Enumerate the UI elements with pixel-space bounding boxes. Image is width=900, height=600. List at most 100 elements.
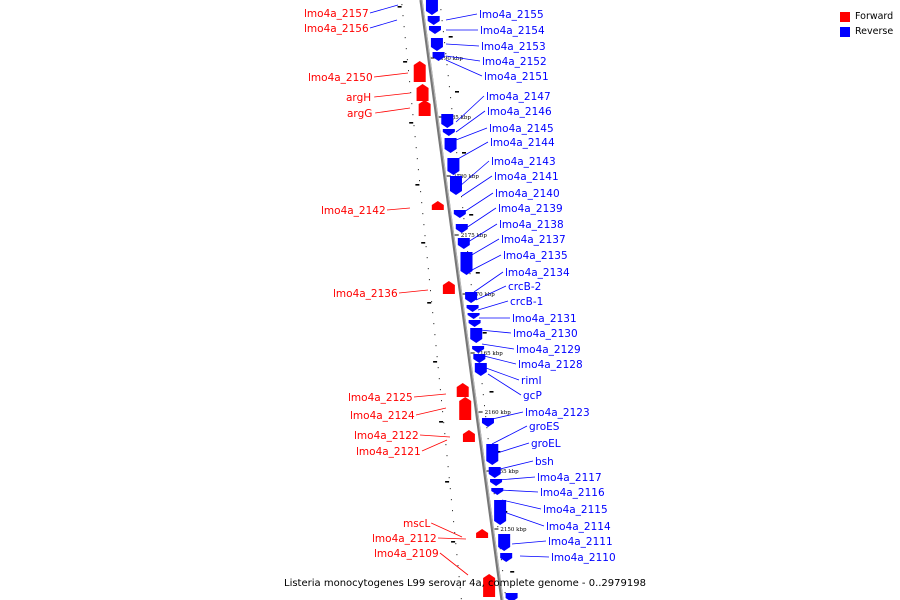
gene-glyphs [413, 0, 518, 600]
legend-forward: Forward [840, 9, 893, 24]
reverse-gene-glyph [442, 129, 455, 136]
forward-gene-glyph [476, 529, 489, 538]
reverse-gene-glyph [481, 418, 494, 427]
reverse-gene-label: lmo4a_2141 [494, 171, 559, 183]
forward-gene-glyph [483, 574, 496, 597]
gene-labels: lmo4a_2157 lmo4a_2156 lmo4a_2150 argH argG lm… [304, 4, 616, 576]
forward-gene-glyph [418, 100, 431, 116]
forward-gene-label: lmo4a_2157 [304, 8, 369, 20]
forward-gene-label: argG [347, 108, 372, 120]
reverse-gene-label: crcB-1 [510, 296, 543, 308]
reverse-gene-glyph [427, 16, 440, 25]
reverse-gene-label: lmo4a_2144 [490, 137, 555, 149]
reverse-gene-label: lmo4a_2129 [516, 344, 581, 356]
forward-gene-glyph [442, 281, 455, 294]
reverse-gene-label: lmo4a_2116 [540, 487, 605, 499]
reverse-gene-label: lmo4a_2154 [480, 25, 545, 37]
reverse-gene-label: lmo4a_2145 [489, 123, 554, 135]
reverse-gene-label: rimI [521, 375, 542, 387]
forward-gene-label: lmo4a_2121 [356, 446, 421, 458]
forward-gene-glyph [459, 397, 472, 420]
forward-gene-glyph [416, 84, 429, 101]
reverse-gene-label: lmo4a_2114 [546, 521, 611, 533]
reverse-gene-label: bsh [535, 456, 554, 468]
kbp-tick-label: 2180 kbp [453, 174, 480, 180]
forward-gene-label: lmo4a_2156 [304, 23, 369, 35]
forward-gene-glyph [462, 430, 475, 442]
reverse-gene-label: lmo4a_2152 [482, 56, 547, 68]
reverse-gene-label: lmo4a_2146 [487, 106, 552, 118]
reverse-gene-label: lmo4a_2131 [512, 313, 577, 325]
reverse-gene-glyph [488, 467, 501, 478]
forward-swatch [840, 11, 850, 22]
forward-gene-label: lmo4a_2109 [374, 548, 439, 560]
reverse-gene-label: lmo4a_2111 [548, 536, 613, 548]
reverse-gene-label: lmo4a_2137 [501, 234, 566, 246]
kbp-scale: 2190 kbp 2185 kbp 2180 kbp 2175 kbp 2170 kbp… [430, 56, 527, 533]
forward-gene-glyph [413, 61, 426, 82]
reverse-gene-glyph [474, 363, 487, 376]
forward-gene-label: mscL [403, 518, 430, 530]
reverse-gene-label: lmo4a_2128 [518, 359, 583, 371]
forward-gene-label: argH [346, 92, 371, 104]
reverse-gene-label: groEL [531, 438, 561, 450]
kbp-tick-label: 2175 kbp [461, 233, 488, 239]
caption: Listeria monocytogenes L99 serovar 4a, c… [284, 578, 646, 589]
kbp-tick-label: 2165 kbp [477, 351, 504, 357]
reverse-gene-glyph [494, 500, 507, 525]
legend: Forward Reverse [840, 9, 893, 39]
reverse-gene-label: lmo4a_2143 [491, 156, 556, 168]
reverse-gene-glyph [486, 444, 499, 465]
reverse-gene-label: crcB-2 [508, 281, 541, 293]
reverse-swatch [840, 26, 850, 37]
genome-backbone [419, 0, 504, 600]
reverse-gene-label: lmo4a_2117 [537, 472, 602, 484]
reverse-gene-glyph [466, 305, 479, 312]
forward-gene-label: lmo4a_2124 [350, 410, 415, 422]
reverse-gene-glyph [472, 346, 485, 353]
kbp-tick-label: 2190 kbp [437, 56, 464, 62]
reverse-gene-glyph [449, 176, 462, 195]
reverse-gene-label: lmo4a_2147 [486, 91, 551, 103]
forward-gene-label: lmo4a_2125 [348, 392, 413, 404]
kbp-tick-label: 2170 kbp [469, 292, 496, 298]
reverse-gene-label: lmo4a_2110 [551, 552, 616, 564]
reverse-gene-glyph [455, 224, 468, 233]
forward-gene-glyph [431, 201, 444, 210]
kbp-tick-label: 2150 kbp [500, 527, 527, 533]
kbp-tick-label: 2155 kbp [493, 469, 520, 475]
reverse-gene-glyph [460, 252, 473, 275]
forward-gene-label: lmo4a_2122 [354, 430, 419, 442]
reverse-gene-label: lmo4a_2153 [481, 41, 546, 53]
reverse-gene-glyph [425, 0, 438, 15]
tick-marks [397, 6, 515, 573]
forward-gene-glyph [456, 383, 469, 397]
kbp-tick-label: 2185 kbp [445, 115, 472, 121]
forward-gene-label: lmo4a_2112 [372, 533, 437, 545]
legend-forward-label: Forward [855, 11, 894, 22]
reverse-gene-label: lmo4a_2135 [503, 250, 568, 262]
reverse-gene-label: lmo4a_2134 [505, 267, 570, 279]
reverse-gene-glyph [432, 52, 445, 61]
reverse-gene-label: gcP [523, 390, 542, 402]
forward-gene-label: lmo4a_2142 [321, 205, 386, 217]
reverse-gene-glyph [505, 593, 518, 600]
reverse-gene-glyph [473, 354, 486, 363]
reverse-gene-label: groES [529, 421, 560, 433]
reverse-gene-label: lmo4a_2115 [543, 504, 608, 516]
legend-reverse-label: Reverse [855, 26, 894, 37]
forward-gene-label: lmo4a_2136 [333, 288, 398, 300]
reverse-gene-glyph [444, 138, 457, 153]
kbp-tick-label: 2160 kbp [485, 410, 512, 416]
reverse-gene-glyph [498, 534, 511, 551]
reverse-gene-label: lmo4a_2123 [525, 407, 590, 419]
reverse-gene-glyph [467, 313, 480, 319]
reverse-gene-label: lmo4a_2151 [484, 71, 549, 83]
forward-gene-label: lmo4a_2150 [308, 72, 373, 84]
reverse-gene-glyph [441, 114, 454, 128]
reverse-gene-label: lmo4a_2140 [495, 188, 560, 200]
reverse-gene-glyph [428, 26, 441, 34]
reverse-gene-glyph [470, 328, 483, 343]
reverse-gene-glyph [465, 292, 478, 303]
